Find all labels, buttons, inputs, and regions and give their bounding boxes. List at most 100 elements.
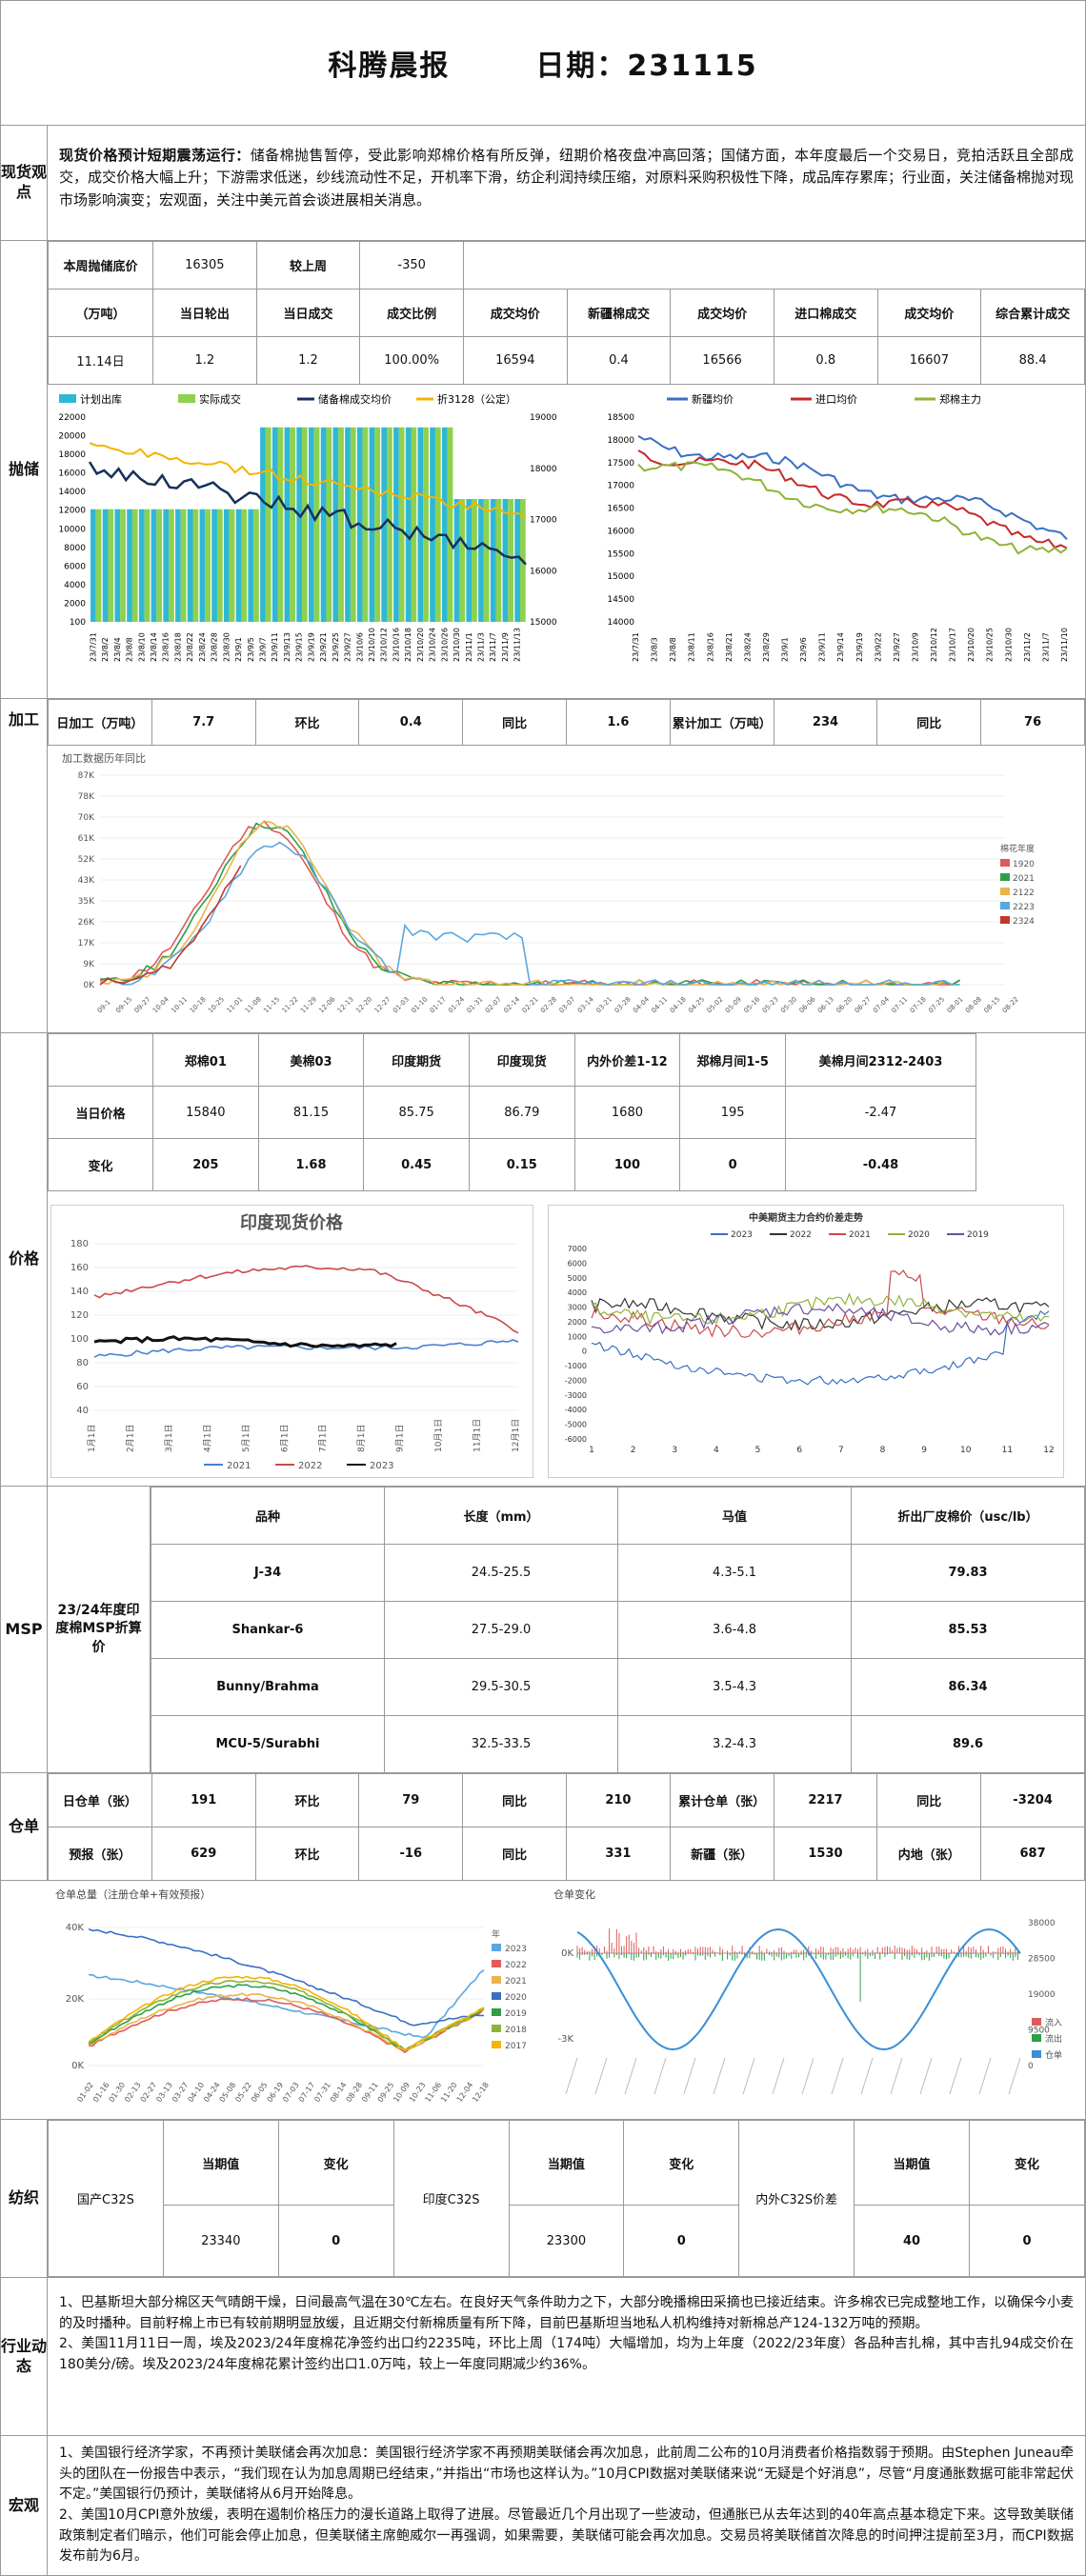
- x-tick-label: 23/11/3: [476, 632, 485, 662]
- x-tick-label: 23/10/12: [930, 628, 938, 662]
- x-tick-label: 4月1日: [202, 1425, 212, 1452]
- legend-swatch: [178, 394, 195, 403]
- x-tick-label: 08-15: [982, 995, 1001, 1014]
- bar-plan: [127, 509, 132, 622]
- x-tick-label: 06-27: [854, 995, 873, 1014]
- x-tick-label: 23/9/19: [855, 632, 864, 662]
- textile-label: 纺织: [1, 2120, 48, 2277]
- tx-india-change: 0: [623, 2205, 740, 2277]
- price-c2: 0.45: [363, 1138, 470, 1191]
- x-tick-label: 23/9/11: [271, 632, 279, 662]
- x-tick-label: 23/10/6: [355, 632, 364, 662]
- y-tick-label: 43K: [78, 876, 95, 886]
- y-tick-label: 17500: [607, 459, 634, 469]
- textile-section: 纺织 国产C32S 当期值 变化 印度C32S 当期值 变化 内外C32S价差 …: [1, 2119, 1085, 2278]
- x-tick-label: 23/10/20: [416, 628, 425, 662]
- x-tick: [565, 2057, 578, 2095]
- reserve-label: 抛储: [1, 241, 48, 698]
- y-tick-label: 6000: [64, 562, 86, 571]
- y-tick-label: 160: [70, 1263, 89, 1273]
- x-tick-label: 12-13: [336, 995, 355, 1014]
- x-tick-label: 8: [880, 1446, 886, 1455]
- legend-label: 2020: [908, 1230, 930, 1240]
- y-tick-label: 35K: [78, 897, 95, 907]
- legend-label: 2122: [1013, 889, 1035, 898]
- bar-deal: [229, 509, 235, 622]
- x-tick-label: 09-1: [96, 999, 112, 1015]
- y-tick-label: 18500: [607, 413, 634, 423]
- reserve-v6: 16566: [670, 336, 774, 385]
- price-h3: 印度现货: [468, 1033, 575, 1087]
- x-tick-label: 23/9/14: [836, 632, 845, 662]
- x-tick: [624, 2057, 637, 2095]
- price-section: 价格 郑棉01 美棉03 印度期货 印度现货 内外价差1-12 郑棉月间1-5 …: [1, 1033, 1085, 1487]
- x-tick-label: 1月1日: [87, 1425, 97, 1452]
- price-c4: 100: [573, 1138, 681, 1191]
- y-tick-label: 3000: [568, 1304, 587, 1312]
- bar-deal: [192, 509, 199, 622]
- legend-title: 棉花年度: [1000, 843, 1035, 854]
- legend-swatch: [492, 1944, 501, 1951]
- x-tick-label: 23/11/1: [465, 632, 473, 662]
- y-tick-label: -1000: [565, 1362, 587, 1370]
- x-tick-label: 02-28: [539, 995, 558, 1014]
- legend-label: 1920: [1013, 860, 1035, 869]
- x-tick-label: 23/9/13: [283, 632, 292, 662]
- y-tick-label: 87K: [78, 771, 95, 781]
- price-v6: -2.47: [785, 1086, 976, 1139]
- wh-r2-c7: 1530: [773, 1827, 878, 1881]
- legend-title: 年: [492, 1928, 500, 1940]
- x-tick-label: 01-24: [447, 995, 466, 1014]
- legend-label: 2019: [967, 1230, 989, 1240]
- bar-plan: [405, 427, 412, 622]
- x-tick-label: 4: [714, 1446, 719, 1455]
- wh-r1-c1: 191: [151, 1773, 256, 1827]
- x-tick-label: 02-07: [484, 995, 503, 1014]
- y-tick-label: 4000: [568, 1288, 587, 1297]
- y-right-tick-label: 0: [1028, 2062, 1034, 2071]
- report-date: 日期：231115: [535, 50, 758, 83]
- y-right-tick-label: 15000: [530, 618, 557, 628]
- x-tick-label: 12月1日: [511, 1419, 521, 1452]
- tx-domestic-change-h: 变化: [277, 2119, 394, 2207]
- wh-r1-c4: 同比: [462, 1773, 567, 1827]
- bar-deal: [290, 427, 296, 622]
- x-tick-label: 11-15: [262, 995, 281, 1014]
- bar-plan: [235, 509, 242, 622]
- x-tick-label: 05-23: [761, 995, 780, 1014]
- legend-label: 2022: [298, 1461, 322, 1471]
- reserve-floor-label: 本周抛储底价: [48, 241, 153, 290]
- y-tick-label: 6000: [568, 1259, 587, 1268]
- y-tick-label: 17K: [78, 939, 95, 949]
- line-avg-price: [88, 461, 527, 566]
- reserve-v8: 16607: [876, 336, 982, 385]
- legend-swatch: [492, 1960, 501, 1967]
- x-tick-label: 04-25: [687, 995, 706, 1014]
- proc-cum-value: 234: [773, 699, 878, 746]
- x-tick-label: 09-15: [114, 995, 133, 1014]
- reserve-h4: 成交均价: [462, 289, 568, 337]
- bar-plan: [466, 499, 473, 622]
- x-tick-label: 23/8/8: [126, 637, 134, 662]
- x-tick-label: 2: [631, 1446, 636, 1455]
- x-tick-label: 11-01: [225, 995, 244, 1014]
- price-line: [637, 435, 1068, 541]
- reserve-h3: 成交比例: [359, 289, 464, 337]
- x-tick-label: 06-06: [797, 995, 816, 1014]
- x-tick-label: 3: [672, 1446, 677, 1455]
- price-header-row: 郑棉01 美棉03 印度期货 印度现货 内外价差1-12 郑棉月间1-5 美棉月…: [48, 1033, 976, 1087]
- reserve-v7: 0.8: [773, 336, 878, 385]
- x-tick-label: 23/8/16: [706, 632, 714, 662]
- x-tick-label: 23/8/14: [150, 632, 158, 662]
- proc-cum-yoy-label: 同比: [876, 699, 982, 746]
- bar-deal: [447, 427, 453, 622]
- x-tick-label: 23/8/30: [222, 632, 231, 662]
- x-tick-label: 05-16: [742, 995, 761, 1014]
- chart-title: 印度现货价格: [240, 1212, 344, 1233]
- reserve-volume-chart: 计划出库 实际成交 储备棉成交均价 折3128（公定） 22000 20000 18000 1…: [58, 392, 557, 662]
- price-change-row: 变化 205 1.68 0.45 0.15 100 0 -0.48: [48, 1138, 976, 1191]
- legend-label: 郑棉主力: [939, 392, 981, 406]
- msp-table: 品种 长度（mm） 马值 折出厂皮棉价（usc/lb） J-34 24.5-25…: [151, 1487, 1085, 1773]
- x-tick-label: 23/8/10: [137, 632, 146, 662]
